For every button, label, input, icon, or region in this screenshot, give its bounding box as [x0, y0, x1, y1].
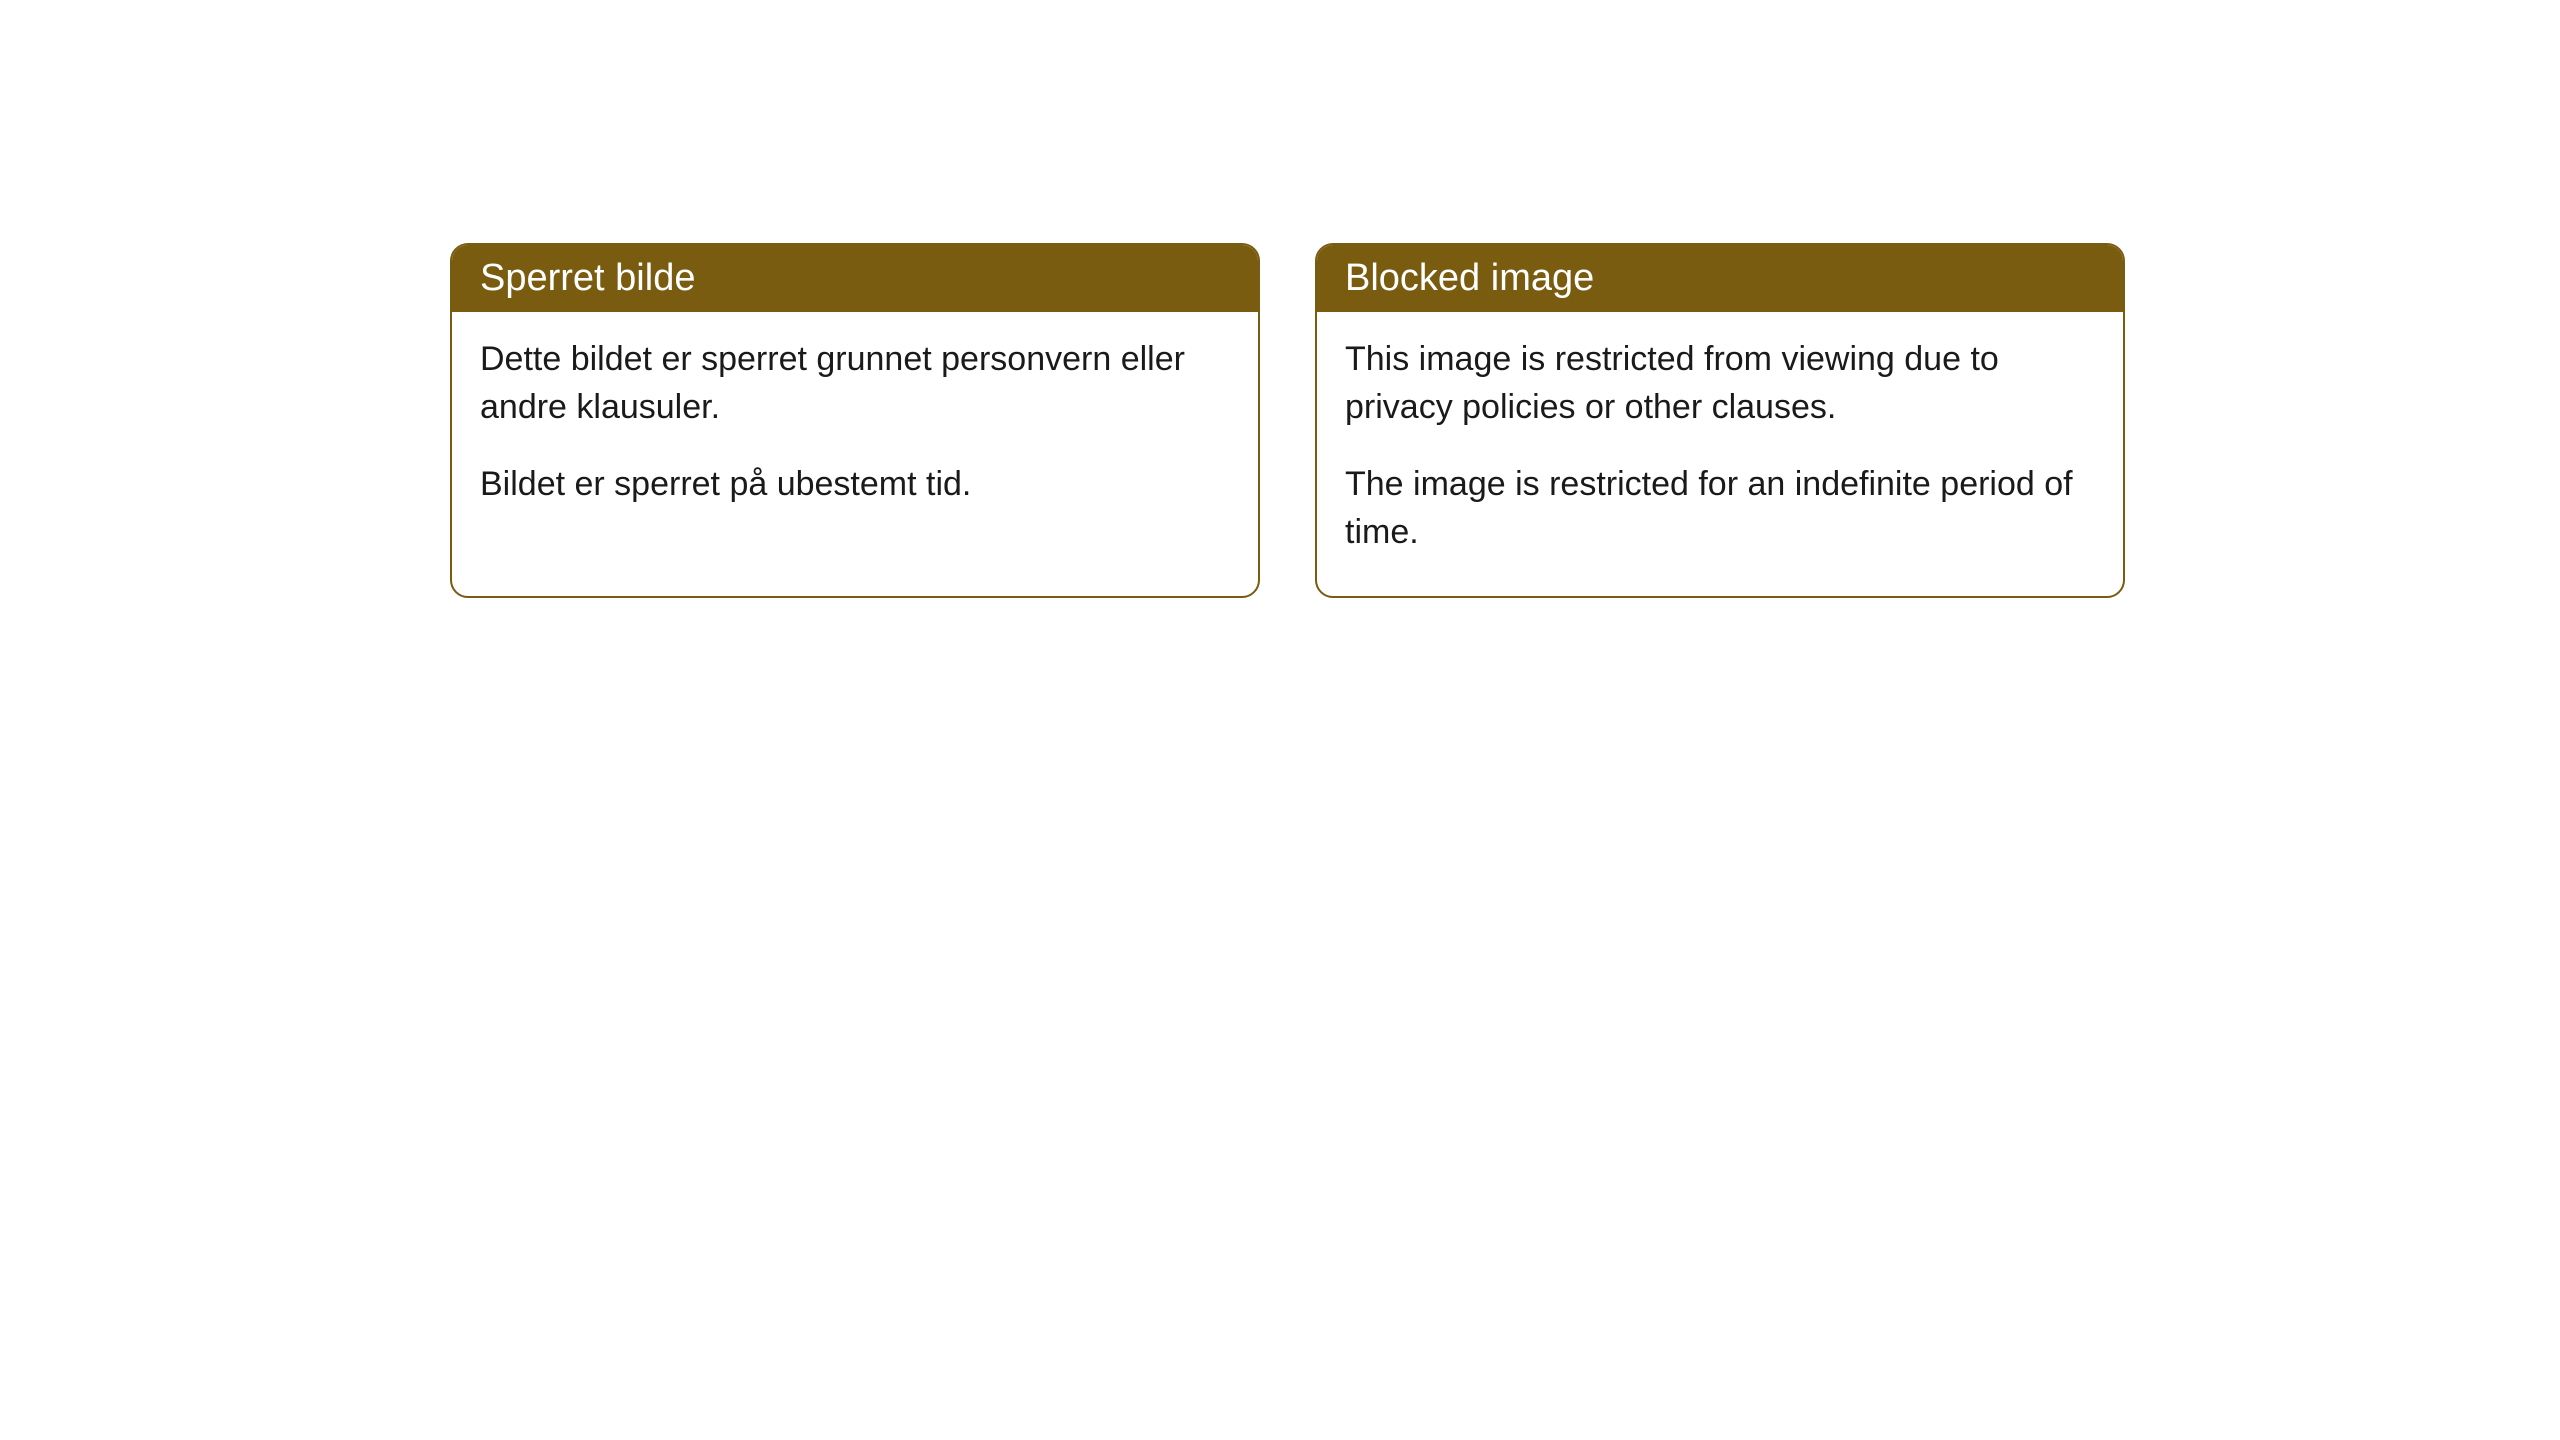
card-paragraph: This image is restricted from viewing du… [1345, 336, 2095, 431]
card-title: Blocked image [1345, 257, 1594, 299]
card-header-english: Blocked image [1317, 245, 2123, 312]
blocked-image-card-norwegian: Sperret bilde Dette bildet er sperret gr… [450, 243, 1260, 598]
card-title: Sperret bilde [480, 257, 695, 299]
card-body-norwegian: Dette bildet er sperret grunnet personve… [452, 312, 1258, 549]
card-paragraph: Bildet er sperret på ubestemt tid. [480, 461, 1230, 509]
card-paragraph: Dette bildet er sperret grunnet personve… [480, 336, 1230, 431]
notice-cards-container: Sperret bilde Dette bildet er sperret gr… [450, 243, 2125, 598]
card-header-norwegian: Sperret bilde [452, 245, 1258, 312]
card-paragraph: The image is restricted for an indefinit… [1345, 461, 2095, 556]
blocked-image-card-english: Blocked image This image is restricted f… [1315, 243, 2125, 598]
card-body-english: This image is restricted from viewing du… [1317, 312, 2123, 596]
